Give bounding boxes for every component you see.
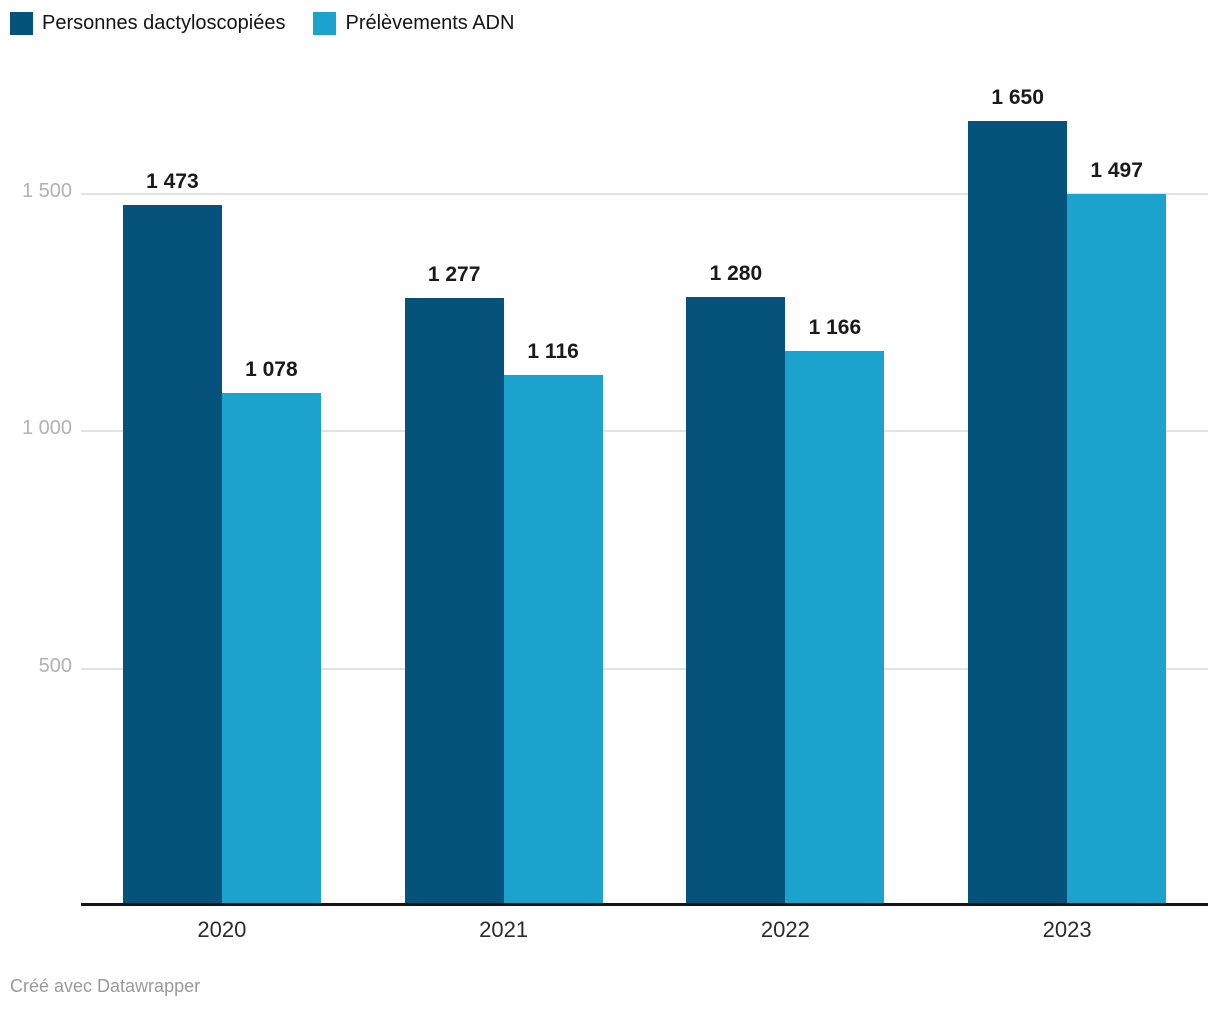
legend-item-personnes-dactyloscopiees: Personnes dactyloscopiées [10,12,285,35]
bar-value-label-2022: 1 166 [808,316,862,340]
y-axis-tick-label: 500 [38,654,72,677]
x-axis-label-2022: 2022 [760,917,810,942]
bar-dark-2022[interactable] [686,297,786,905]
bar-value-label-2023: 1 497 [1090,158,1143,182]
gridline-1500 [81,192,1208,195]
legend-swatch-light-blue [313,12,337,35]
bar-value-label-2021: 1 277 [427,263,481,287]
bar-light-2023[interactable] [1067,193,1167,905]
y-axis-tick-label: 1 000 [21,417,72,439]
bar-value-label-2020: 1 078 [245,357,298,381]
x-axis-label-2023: 2023 [1042,917,1092,942]
x-axis-baseline [81,903,1208,906]
legend-label: Personnes dactyloscopiées [42,12,286,34]
legend-item-prelevements-adn: Prélèvements ADN [313,12,514,35]
legend-swatch-dark-blue [10,12,33,35]
bar-light-2020[interactable] [221,392,321,905]
gridline-500 [81,667,1208,670]
y-axis-tick-label: 1 500 [21,179,72,202]
bar-light-2021[interactable] [503,374,603,905]
bar-dark-2021[interactable] [404,298,504,905]
bar-dark-2023[interactable] [968,121,1068,905]
bar-value-label-2023: 1 650 [991,86,1044,110]
bar-value-label-2020: 1 473 [146,170,199,194]
x-axis-label-2021: 2021 [479,917,529,942]
legend: Personnes dactyloscopiées Prélèvements A… [10,12,514,35]
legend-label: Prélèvements ADN [345,12,515,34]
x-axis-label-2020: 2020 [197,917,247,942]
footer-credit: Créé avec Datawrapper [10,976,201,996]
gridline-1000 [81,430,1208,432]
bar-light-2022[interactable] [785,351,885,905]
bar-value-label-2021: 1 116 [527,339,579,363]
bar-dark-2020[interactable] [122,205,222,905]
bar-value-label-2022: 1 280 [709,262,763,285]
